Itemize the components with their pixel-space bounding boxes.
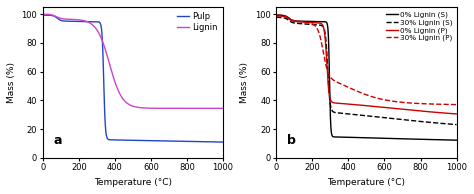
0% Lignin (P) — [431, 111, 437, 113]
Lignin — [217, 107, 222, 109]
Lignin — [61, 18, 66, 20]
0% Lignin (P) — [454, 113, 459, 115]
0% Lignin (S) — [454, 139, 459, 141]
Y-axis label: Mass (%): Mass (%) — [7, 62, 16, 103]
Pulp — [61, 20, 66, 22]
30% Lignin (S) — [450, 123, 456, 126]
Legend: 0% Lignin (S), 30% Lignin (S), 0% Lignin (P), 30% Lignin (P): 0% Lignin (S), 30% Lignin (S), 0% Lignin… — [385, 10, 453, 42]
30% Lignin (P) — [431, 103, 437, 105]
30% Lignin (P) — [350, 88, 356, 91]
Text: a: a — [54, 134, 62, 147]
30% Lignin (S) — [431, 122, 437, 124]
Line: 0% Lignin (P): 0% Lignin (P) — [276, 16, 456, 114]
Pulp — [197, 140, 203, 143]
Line: 0% Lignin (S): 0% Lignin (S) — [276, 15, 456, 140]
0% Lignin (P) — [343, 103, 348, 105]
30% Lignin (P) — [343, 85, 348, 87]
Line: 30% Lignin (P): 30% Lignin (P) — [276, 15, 456, 105]
0% Lignin (P) — [273, 15, 279, 17]
X-axis label: Temperature (°C): Temperature (°C) — [328, 178, 405, 187]
Y-axis label: Mass (%): Mass (%) — [240, 62, 249, 103]
Line: Pulp: Pulp — [43, 15, 223, 142]
Pulp — [71, 20, 77, 23]
0% Lignin (P) — [305, 21, 310, 23]
Pulp — [220, 141, 226, 143]
Pulp — [40, 14, 46, 16]
30% Lignin (P) — [294, 20, 300, 22]
30% Lignin (P) — [273, 14, 279, 16]
0% Lignin (P) — [350, 103, 356, 106]
Pulp — [109, 139, 115, 141]
0% Lignin (P) — [294, 21, 300, 23]
30% Lignin (S) — [454, 123, 459, 126]
0% Lignin (S) — [294, 20, 300, 22]
X-axis label: Temperature (°C): Temperature (°C) — [94, 178, 172, 187]
Lignin — [220, 107, 226, 109]
Lignin — [71, 18, 77, 21]
30% Lignin (S) — [273, 16, 279, 18]
30% Lignin (S) — [294, 22, 300, 24]
0% Lignin (S) — [305, 20, 310, 23]
0% Lignin (P) — [450, 113, 456, 115]
Pulp — [117, 139, 123, 141]
30% Lignin (S) — [350, 113, 356, 115]
30% Lignin (S) — [343, 113, 348, 115]
Lignin — [197, 107, 203, 109]
30% Lignin (S) — [305, 23, 310, 25]
Text: b: b — [287, 134, 296, 147]
Pulp — [217, 141, 222, 143]
Line: Lignin: Lignin — [43, 14, 223, 108]
0% Lignin (S) — [343, 136, 348, 138]
0% Lignin (S) — [350, 136, 356, 139]
0% Lignin (S) — [450, 139, 456, 141]
30% Lignin (P) — [454, 103, 459, 106]
0% Lignin (S) — [431, 139, 437, 141]
30% Lignin (P) — [450, 103, 456, 106]
30% Lignin (P) — [305, 21, 310, 24]
Lignin — [40, 13, 46, 15]
Lignin — [117, 93, 123, 95]
Line: 30% Lignin (S): 30% Lignin (S) — [276, 17, 456, 125]
Legend: Pulp, Lignin: Pulp, Lignin — [176, 11, 219, 32]
0% Lignin (S) — [273, 14, 279, 16]
Lignin — [109, 71, 115, 73]
